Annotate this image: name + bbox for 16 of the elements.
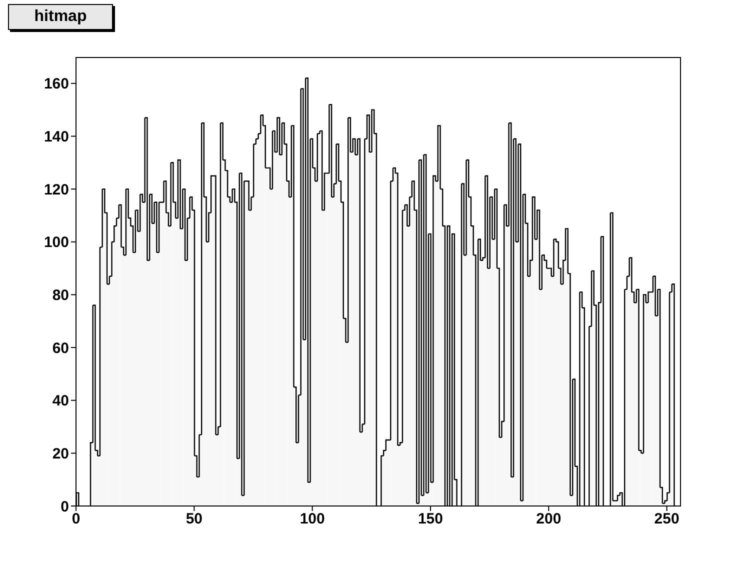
y-tick-label: 40 — [52, 392, 69, 410]
y-tick-label: 60 — [52, 340, 69, 357]
chart-title: hitmap — [8, 4, 113, 30]
x-tick-label: 0 — [72, 510, 80, 528]
x-tick-label: 150 — [418, 510, 444, 528]
y-tick-label: 160 — [44, 76, 69, 93]
y-tick-label: 140 — [44, 128, 69, 146]
x-tick-label: 50 — [186, 510, 203, 528]
x-tick-label: 200 — [536, 510, 562, 528]
y-tick-label: 120 — [44, 181, 69, 198]
y-tick-label: 80 — [52, 287, 69, 304]
x-tick-label: 250 — [654, 510, 680, 528]
y-tick-label: 20 — [52, 446, 69, 462]
y-tick-label: 0 — [60, 498, 69, 516]
y-tick-label: 100 — [44, 234, 69, 252]
x-tick-label: 100 — [300, 510, 325, 528]
